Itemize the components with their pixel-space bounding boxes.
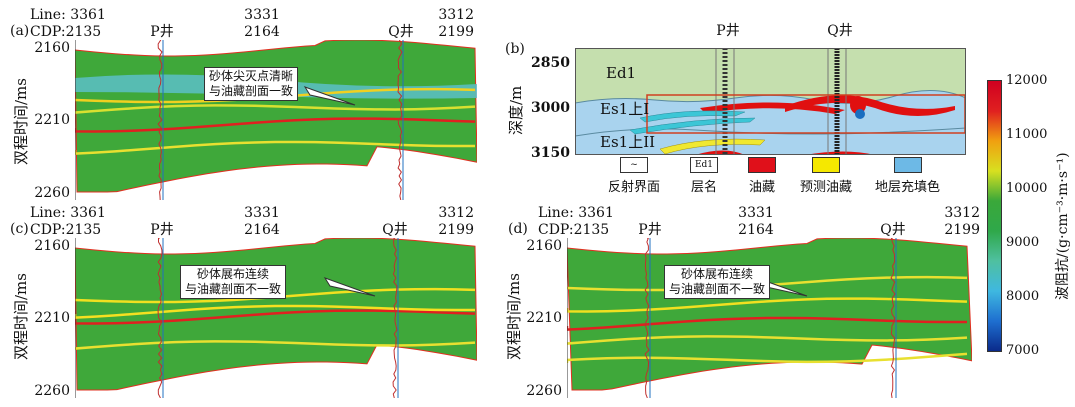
cdp-end: 2199 (438, 25, 474, 39)
panel-label: (a) (10, 24, 29, 38)
legend-label: 预测油藏 (800, 180, 852, 195)
ytick: 2210 (526, 311, 562, 325)
colorbar-tick: 12000 (1006, 74, 1047, 87)
ytick: 2260 (526, 384, 562, 398)
line-end: 3312 (438, 8, 474, 22)
ytick: 3000 (531, 101, 570, 115)
ytick: 2210 (34, 113, 70, 127)
seismic-section (75, 40, 477, 200)
seismic-section (567, 238, 972, 398)
well-p-label: P井 (716, 24, 739, 38)
callout: 砂体尖灭点清晰 与油藏剖面一致 (204, 67, 298, 101)
layer-label: Es1上I (600, 102, 649, 117)
cdp-label: CDP:2135 (30, 25, 101, 39)
legend-label: 地层充填色 (875, 180, 940, 195)
line-mid: 3331 (738, 206, 774, 220)
panel-label: (d) (508, 222, 528, 236)
cdp-label: CDP:2135 (30, 223, 101, 237)
cdp-label: CDP:2135 (538, 223, 609, 237)
ytick: 3150 (531, 146, 570, 160)
well-q-label: Q井 (827, 24, 852, 38)
section-body (75, 40, 477, 192)
legend-item-oil: 油藏 (748, 157, 776, 195)
callout-line: 砂体展布连续 (669, 267, 765, 282)
cdp-mid: 2164 (244, 223, 280, 237)
legend-item-fill: 地层充填色 (875, 157, 940, 195)
section-body (567, 238, 972, 390)
line-end: 3312 (438, 206, 474, 220)
cdp-mid: 2164 (244, 25, 280, 39)
colorbar-tick: 11000 (1006, 128, 1047, 141)
callout-line: 与油藏剖面一致 (209, 84, 293, 99)
ytick: 2260 (34, 384, 70, 398)
well-q-label: Q井 (388, 25, 413, 39)
ytick: 2210 (34, 311, 70, 325)
legend-label: 油藏 (749, 180, 775, 195)
cdp-mid: 2164 (738, 223, 774, 237)
well-q-label: Q井 (880, 223, 905, 237)
colorbar-title: 波阻抗/(g·cm⁻³·m·s⁻¹) (1052, 152, 1072, 300)
reflector-swatch: ~ (620, 157, 648, 173)
colorbar-tick: 10000 (1006, 182, 1047, 195)
seismic-section (75, 238, 477, 398)
panel-label: (b) (505, 42, 525, 56)
cdp-end: 2199 (944, 223, 980, 237)
line-label: Line: 3361 (30, 206, 106, 220)
legend-label: 反射界面 (608, 180, 660, 195)
callout: 砂体展布连续 与油藏剖面不一致 (664, 265, 770, 299)
callout-line: 与油藏剖面不一致 (185, 282, 281, 297)
line-label: Line: 3361 (30, 8, 106, 22)
ytick: 2160 (526, 239, 562, 253)
predicted-swatch (812, 157, 840, 173)
legend-item-layer-name: Ed1 层名 (690, 157, 718, 195)
oil-swatch (748, 157, 776, 173)
well-q-label: Q井 (382, 223, 407, 237)
line-mid: 3331 (244, 8, 280, 22)
figure: (a) Line: 3361 CDP:2135 3331 2164 3312 2… (0, 0, 1075, 407)
callout-line: 砂体尖灭点清晰 (209, 69, 293, 84)
line-label: Line: 3361 (538, 206, 614, 220)
colorbar-gradient (987, 80, 1002, 352)
legend-item-predicted: 预测油藏 (800, 157, 852, 195)
well-p-label: P井 (638, 223, 661, 237)
layer-label: Ed1 (606, 66, 636, 81)
ytick: 2850 (531, 56, 570, 70)
well-p-label: P井 (150, 223, 173, 237)
line-end: 3312 (944, 206, 980, 220)
line-mid: 3331 (244, 206, 280, 220)
ytick: 2160 (34, 41, 70, 55)
panel-label: (c) (10, 222, 29, 236)
well-p-label: P井 (150, 25, 173, 39)
colorbar-tick: 8000 (1006, 290, 1039, 303)
y-axis-title: 深度/m (505, 86, 526, 135)
legend-item-reflector: ~ 反射界面 (608, 157, 660, 195)
colorbar-tick: 7000 (1006, 344, 1039, 357)
callout-line: 砂体展布连续 (185, 267, 281, 282)
gas-cap (855, 109, 865, 119)
legend-label: 层名 (691, 180, 717, 195)
cdp-end: 2199 (438, 223, 474, 237)
layer-label: Es1上II (600, 135, 655, 150)
y-axis-title: 双程时间/ms (10, 78, 31, 165)
fill-swatch (894, 157, 922, 173)
callout: 砂体展布连续 与油藏剖面不一致 (180, 265, 286, 299)
ytick: 2160 (34, 239, 70, 253)
callout-line: 与油藏剖面不一致 (669, 282, 765, 297)
layer-name-swatch: Ed1 (690, 157, 718, 173)
y-axis-title: 双程时间/ms (503, 273, 524, 360)
ytick: 2260 (34, 186, 70, 200)
colorbar-tick: 9000 (1006, 236, 1039, 249)
y-axis-title: 双程时间/ms (10, 273, 31, 360)
